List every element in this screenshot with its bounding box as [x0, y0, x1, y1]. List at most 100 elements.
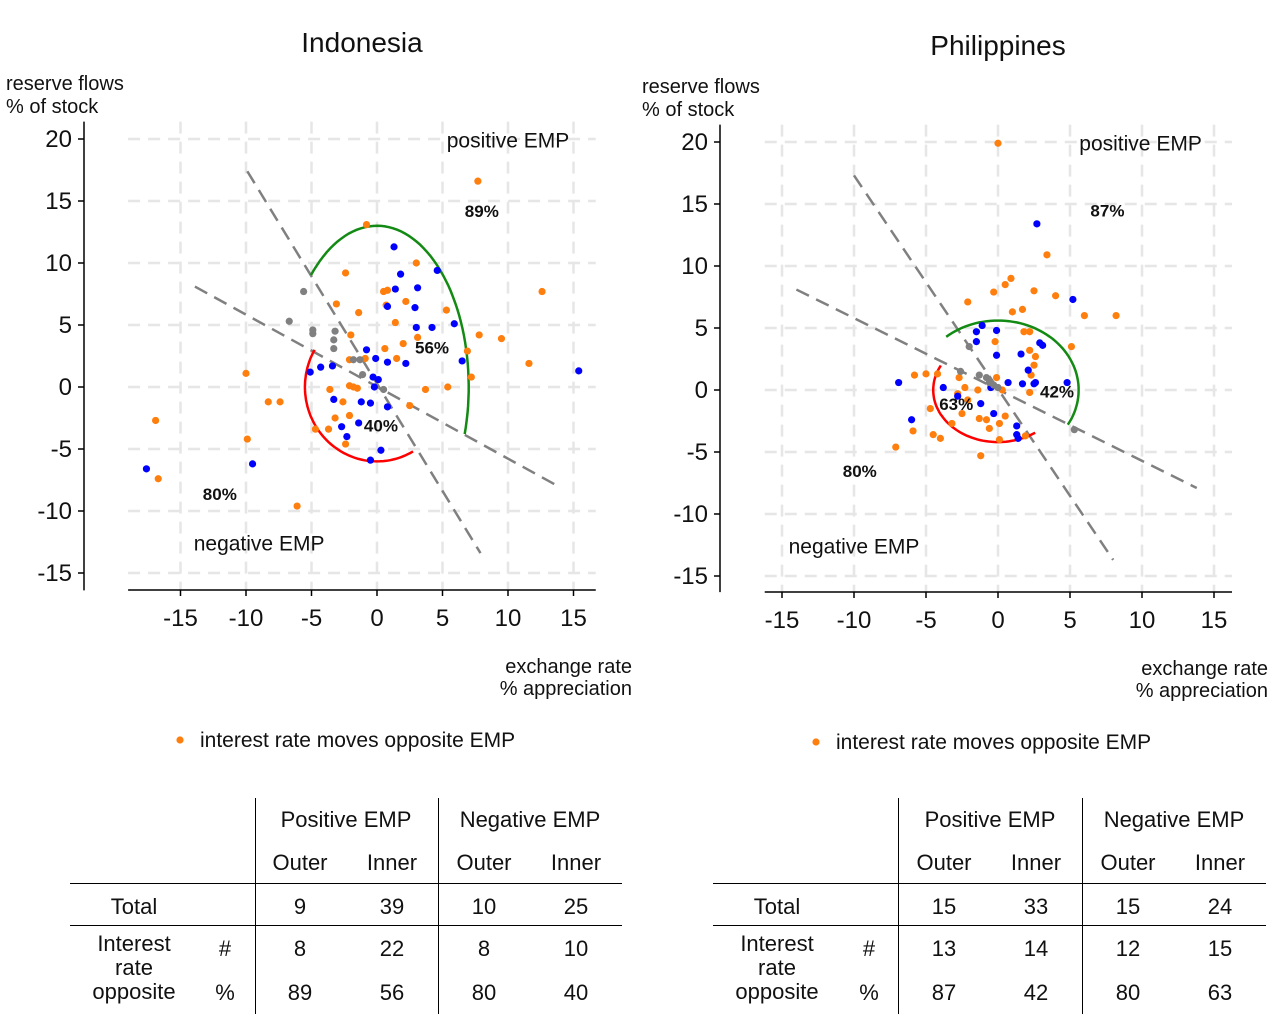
orange-point — [326, 385, 334, 394]
y-tick-label: 0 — [59, 374, 72, 401]
x-tick-label: -15 — [765, 607, 800, 634]
orange-point — [264, 398, 272, 406]
annotation: 87% — [1090, 201, 1124, 220]
orange-point — [1052, 292, 1060, 300]
y-axis-label: % of stock — [642, 99, 735, 121]
orange-point — [463, 347, 471, 355]
annotation: negative EMP — [789, 536, 920, 559]
row-label-interest: Interest — [97, 931, 171, 956]
row-label-interest: opposite — [92, 979, 176, 1004]
orange-point — [525, 359, 533, 368]
table-subheader: Outer — [456, 850, 512, 875]
blue-point — [1024, 366, 1032, 374]
orange-point — [964, 298, 972, 306]
table-header: Negative EMP — [1103, 807, 1245, 832]
blue-point — [383, 302, 392, 310]
y-tick-label: 15 — [681, 191, 708, 218]
orange-point — [1026, 328, 1034, 336]
x-tick-label: 10 — [1129, 607, 1156, 634]
gray-point — [379, 385, 388, 394]
orange-point — [958, 409, 966, 418]
table-subheader: Inner — [1010, 850, 1062, 875]
orange-point — [909, 427, 917, 435]
x-tick-label: -5 — [301, 605, 322, 632]
table-subheader: Inner — [550, 850, 602, 875]
orange-point — [383, 286, 392, 294]
legend-marker — [176, 736, 184, 744]
gray-point — [994, 383, 1002, 392]
orange-point — [399, 340, 407, 348]
orange-point — [1026, 388, 1034, 397]
table-rule — [713, 883, 1266, 884]
blue-point — [355, 419, 363, 427]
green-arc — [309, 224, 470, 435]
orange-point — [933, 370, 942, 378]
table-header: Negative EMP — [459, 807, 601, 832]
orange-point — [355, 309, 363, 317]
orange-point — [349, 383, 358, 391]
orange-point — [892, 443, 900, 451]
blue-point — [1033, 220, 1041, 228]
annotation: 63% — [939, 395, 973, 414]
row-label-total: Total — [110, 894, 158, 919]
x-axis-label: % appreciation — [500, 678, 632, 700]
blue-point — [383, 403, 392, 411]
orange-point — [992, 374, 1001, 382]
orange-point — [1021, 432, 1029, 440]
y-tick-label: -10 — [37, 498, 72, 525]
blue-point — [1014, 434, 1022, 442]
y-tick-label: -5 — [51, 436, 72, 463]
orange-point — [467, 373, 475, 381]
table-cell-pct: 63 — [1207, 980, 1233, 1005]
orange-point — [242, 369, 250, 377]
x-tick-label: -15 — [163, 605, 198, 632]
orange-point — [311, 425, 320, 433]
orange-point — [977, 452, 985, 460]
row-symbol-pct: % — [215, 980, 235, 1005]
blue-point — [450, 320, 458, 328]
x-tick-label: 10 — [495, 605, 522, 632]
orange-point — [1030, 287, 1038, 295]
blue-point — [992, 351, 1001, 359]
blue-point — [412, 323, 420, 332]
gray-point — [349, 356, 358, 364]
y-tick-label: -15 — [37, 560, 72, 587]
orange-point — [339, 398, 347, 406]
annotation: negative EMP — [194, 533, 325, 556]
orange-point — [991, 338, 999, 346]
orange-point — [982, 416, 991, 424]
orange-point — [442, 306, 451, 314]
table-cell-pct: 87 — [931, 980, 957, 1005]
orange-point — [331, 414, 339, 422]
orange-point — [910, 371, 919, 379]
y-axis-label: % of stock — [6, 96, 99, 118]
orange-point — [1031, 352, 1040, 361]
orange-point — [936, 434, 945, 442]
x-tick-label: 0 — [991, 607, 1004, 634]
table-subheader: Inner — [1194, 850, 1246, 875]
blue-point — [377, 446, 385, 454]
y-tick-label: -15 — [673, 563, 708, 590]
chart-indonesia: -15 -10 -5 0 5 10 15 20 -15 -10 -5 0 5 10 15 Indonesia r… — [6, 27, 632, 752]
y-tick-label: 20 — [681, 129, 708, 156]
gray-point — [300, 287, 308, 296]
blue-point — [1013, 422, 1021, 430]
orange-point — [474, 177, 482, 185]
table-cell-count: 15 — [1207, 936, 1233, 961]
table-cell-total: 9 — [293, 894, 307, 919]
orange-point — [293, 502, 301, 510]
table-rule — [70, 883, 622, 884]
blue-point — [1030, 380, 1038, 388]
blue-point — [1004, 378, 1012, 387]
x-axis-label: exchange rate — [1141, 658, 1268, 680]
table-cell-total: 15 — [931, 894, 957, 919]
table-cell-pct: 42 — [1023, 980, 1049, 1005]
orange-point — [964, 396, 972, 404]
legend-label: interest rate moves opposite EMP — [200, 729, 515, 752]
blue-point — [411, 304, 419, 312]
row-symbol-count: # — [218, 936, 232, 961]
orange-point — [974, 386, 982, 394]
orange-point — [341, 440, 350, 448]
orange-point — [1030, 361, 1038, 369]
orange-point — [538, 287, 546, 296]
